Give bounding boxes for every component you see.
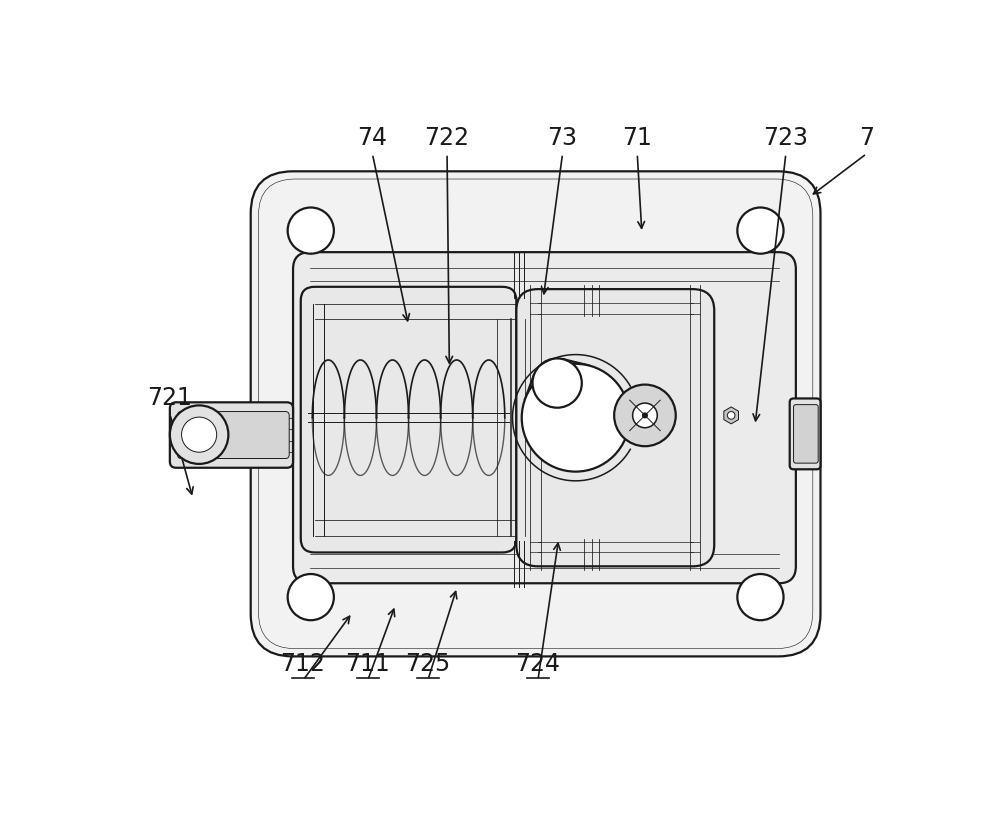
Circle shape xyxy=(727,411,735,419)
Polygon shape xyxy=(724,407,739,424)
Circle shape xyxy=(288,574,334,620)
Text: 723: 723 xyxy=(763,126,808,150)
Circle shape xyxy=(737,574,784,620)
Text: 724: 724 xyxy=(515,653,560,676)
Circle shape xyxy=(633,403,657,428)
FancyBboxPatch shape xyxy=(516,289,714,566)
Text: 71: 71 xyxy=(622,126,652,150)
Text: 73: 73 xyxy=(548,126,578,150)
Text: 722: 722 xyxy=(425,126,470,150)
FancyBboxPatch shape xyxy=(178,411,289,459)
Text: 74: 74 xyxy=(357,126,387,150)
Text: 725: 725 xyxy=(405,653,450,676)
FancyBboxPatch shape xyxy=(301,287,516,552)
Circle shape xyxy=(614,384,676,446)
Text: 7: 7 xyxy=(859,126,874,150)
FancyBboxPatch shape xyxy=(251,171,820,656)
FancyBboxPatch shape xyxy=(790,398,820,470)
Circle shape xyxy=(288,208,334,254)
FancyBboxPatch shape xyxy=(170,402,293,468)
Text: 721: 721 xyxy=(147,386,192,410)
Text: 712: 712 xyxy=(281,653,325,676)
Circle shape xyxy=(170,406,228,464)
Circle shape xyxy=(533,358,582,407)
FancyBboxPatch shape xyxy=(794,405,818,463)
Circle shape xyxy=(643,413,647,418)
Circle shape xyxy=(522,364,630,472)
Text: 711: 711 xyxy=(345,653,390,676)
FancyBboxPatch shape xyxy=(293,252,796,583)
Circle shape xyxy=(737,208,784,254)
Circle shape xyxy=(182,417,217,452)
